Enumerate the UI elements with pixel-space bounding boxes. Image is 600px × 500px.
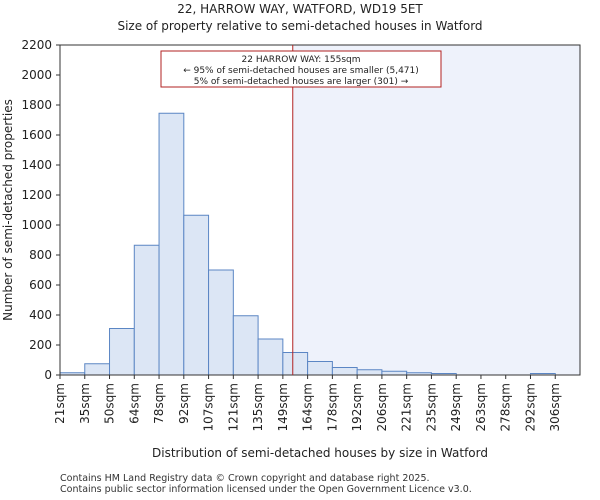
x-axis-label: Distribution of semi-detached houses by …: [152, 446, 488, 460]
y-tick-label-1000: 1000: [21, 218, 52, 232]
x-tick-label-164sqm: 164sqm: [301, 383, 315, 431]
y-tick-label-1400: 1400: [21, 158, 52, 172]
bar-92sqm: [183, 214, 210, 376]
x-tick-label-178sqm: 178sqm: [325, 383, 339, 431]
bar-121sqm: [232, 315, 259, 376]
bar-149sqm: [282, 352, 309, 376]
annotation-box: [160, 50, 442, 88]
bar-64sqm: [133, 244, 160, 376]
bar-35sqm: [84, 363, 111, 376]
x-tick-label-64sqm: 64sqm: [127, 383, 141, 424]
y-tick-label-1200: 1200: [21, 188, 52, 202]
x-tick-label-35sqm: 35sqm: [78, 383, 92, 424]
y-tick-label-2200: 2200: [21, 38, 52, 52]
x-tick-label-121sqm: 121sqm: [226, 383, 240, 431]
x-tick-label-235sqm: 235sqm: [424, 383, 438, 431]
y-tick-label-2000: 2000: [21, 68, 52, 82]
footer-licence: Contains public sector information licen…: [60, 484, 472, 495]
x-tick-label-92sqm: 92sqm: [177, 383, 191, 424]
bar-78sqm: [158, 112, 185, 376]
x-tick-label-192sqm: 192sqm: [350, 383, 364, 431]
x-tick-label-206sqm: 206sqm: [375, 383, 389, 431]
x-tick-label-306sqm: 306sqm: [548, 383, 562, 431]
x-tick-label-50sqm: 50sqm: [103, 383, 117, 424]
x-tick-label-21sqm: 21sqm: [53, 383, 67, 424]
x-tick-label-292sqm: 292sqm: [523, 383, 537, 431]
y-tick-label-800: 800: [29, 248, 52, 262]
bar-192sqm: [356, 369, 383, 376]
plot-frame: [59, 44, 581, 376]
x-tick-label-135sqm: 135sqm: [251, 383, 265, 431]
larger-properties-region: [292, 45, 580, 375]
annotation-line-3: 5% of semi-detached houses are larger (3…: [194, 77, 409, 87]
y-tick-label-1600: 1600: [21, 128, 52, 142]
annotation-line-2: ← 95% of semi-detached houses are smalle…: [183, 66, 419, 76]
y-tick-label-400: 400: [29, 308, 52, 322]
y-tick-label-600: 600: [29, 278, 52, 292]
y-tick-label-200: 200: [29, 338, 52, 352]
bar-164sqm: [307, 361, 333, 376]
y-tick-label-0: 0: [44, 368, 52, 382]
x-tick-label-107sqm: 107sqm: [202, 383, 216, 431]
x-tick-label-249sqm: 249sqm: [449, 383, 463, 431]
x-tick-label-221sqm: 221sqm: [400, 383, 414, 431]
bar-206sqm: [381, 370, 408, 376]
bar-107sqm: [208, 269, 234, 376]
bar-135sqm: [257, 338, 284, 376]
x-tick-label-78sqm: 78sqm: [152, 383, 166, 424]
x-tick-label-263sqm: 263sqm: [474, 383, 488, 431]
chart-title-subtitle: Size of property relative to semi-detach…: [117, 19, 483, 33]
y-axis-label: Number of semi-detached properties: [1, 99, 15, 321]
chart-title-address: 22, HARROW WAY, WATFORD, WD19 5ET: [177, 2, 423, 16]
bar-178sqm: [331, 367, 358, 376]
x-tick-label-278sqm: 278sqm: [499, 383, 513, 431]
y-tick-label-1800: 1800: [21, 98, 52, 112]
footer-copyright: Contains HM Land Registry data © Crown c…: [60, 473, 430, 484]
bar-50sqm: [109, 328, 135, 376]
annotation-line-1: 22 HARROW WAY: 155sqm: [242, 55, 361, 65]
x-tick-label-149sqm: 149sqm: [276, 383, 290, 431]
